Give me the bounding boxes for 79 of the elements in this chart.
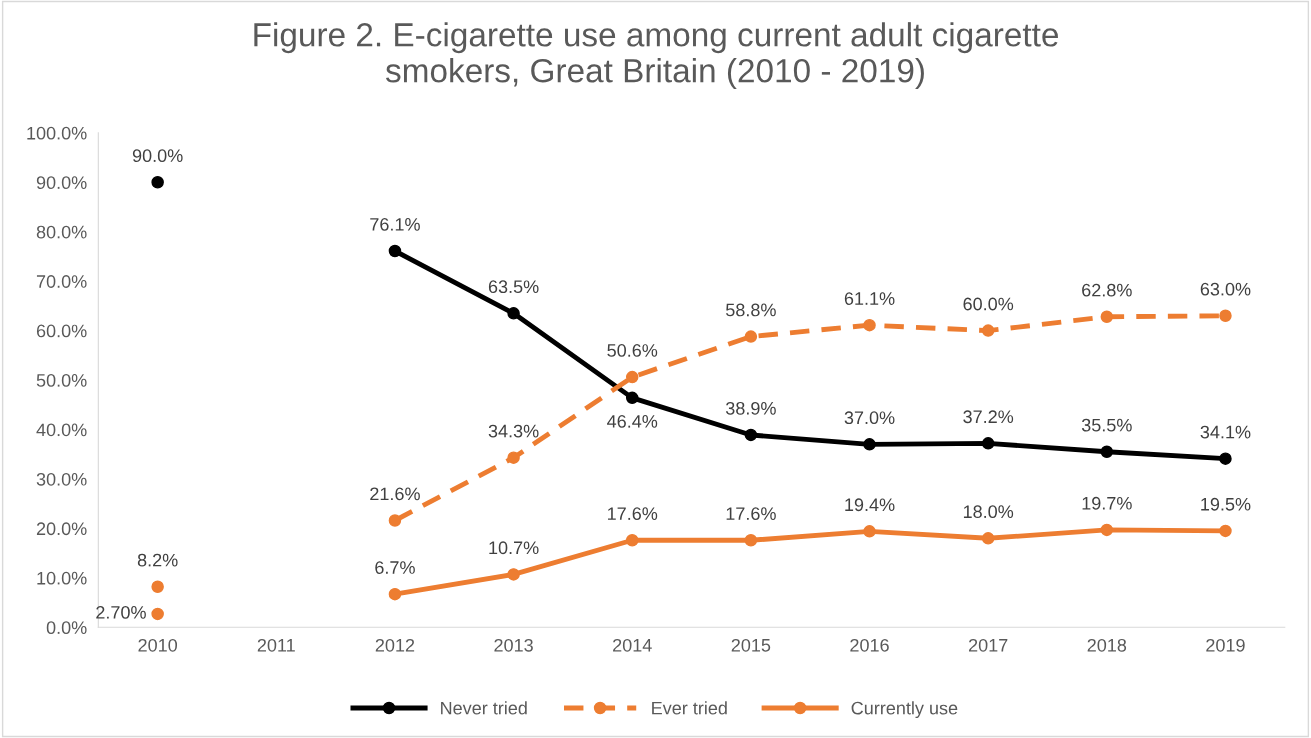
y-tick-label: 70.0%	[36, 275, 87, 288]
data-label: 35.5%	[1081, 418, 1132, 432]
point	[507, 451, 520, 464]
point	[625, 534, 639, 547]
data-label: 50.6%	[607, 344, 658, 357]
y-tick-label: 100.0%	[27, 126, 87, 140]
data-label: 17.6%	[726, 507, 776, 521]
data-label: 61.1%	[844, 292, 895, 305]
chart-title: Figure 2. E-cigarette use among current adult cigarette smokers, Great Britain (2010 - 2019)	[254, 22, 1058, 90]
x-tick-label: 2010	[138, 638, 178, 652]
point	[1100, 445, 1114, 459]
x-tick-label: 2018	[1087, 638, 1127, 652]
data-label: 46.4%	[607, 415, 658, 428]
x-tick-label: 2011	[257, 638, 295, 652]
point	[1100, 523, 1114, 537]
point	[507, 307, 520, 320]
x-tick-label: 2016	[850, 638, 889, 652]
y-tick-label: 80.0%	[36, 225, 87, 239]
y-tick-label: 30.0%	[36, 472, 87, 486]
point	[863, 318, 876, 332]
data-label: 19.4%	[845, 498, 895, 512]
data-label: 34.1%	[1200, 425, 1251, 439]
point	[151, 580, 164, 594]
data-label: 63.0%	[1200, 282, 1251, 296]
data-label: 34.3%	[488, 424, 539, 438]
point	[744, 534, 758, 547]
point	[388, 514, 402, 527]
y-tick-label: 40.0%	[36, 423, 87, 437]
point	[1219, 309, 1232, 323]
point	[507, 568, 520, 581]
point	[744, 330, 758, 343]
point	[981, 324, 995, 337]
data-label: 58.8%	[726, 303, 776, 317]
data-label: 37.0%	[844, 411, 895, 425]
data-label: 62.8%	[1082, 283, 1132, 297]
y-tick-label: 90.0%	[36, 176, 87, 190]
data-label: 90.0%	[132, 149, 183, 163]
data-label: 63.5%	[488, 280, 539, 294]
y-tick-label: 20.0%	[36, 522, 87, 536]
point	[1219, 524, 1232, 538]
y-tick-label: 50.0%	[36, 374, 87, 387]
point	[388, 244, 402, 258]
data-label: 17.6%	[608, 507, 658, 521]
point	[981, 532, 995, 545]
point	[1219, 452, 1232, 465]
point	[863, 438, 876, 451]
x-tick-label: 2013	[494, 638, 533, 652]
point	[388, 587, 402, 601]
data-label: 60.0%	[963, 297, 1014, 311]
point	[625, 370, 639, 384]
y-tick-label: 60.0%	[36, 324, 87, 338]
legend-label: Currently use	[851, 701, 958, 719]
data-label: 19.5%	[1201, 497, 1251, 511]
data-label: 19.7%	[1082, 496, 1132, 510]
data-label: 2.70%	[96, 606, 146, 619]
point	[625, 391, 639, 405]
x-tick-label: 2012	[375, 638, 415, 652]
data-label: 21.6%	[370, 487, 420, 501]
y-tick-label: 0.0%	[46, 621, 87, 635]
point	[863, 525, 876, 538]
data-label: 37.2%	[963, 410, 1014, 424]
x-tick-label: 2019	[1206, 638, 1245, 652]
point	[151, 607, 164, 621]
point	[744, 428, 758, 442]
x-tick-label: 2015	[731, 638, 771, 652]
point	[1100, 310, 1114, 324]
data-label: 38.9%	[725, 401, 776, 415]
data-label: 10.7%	[489, 541, 539, 555]
point	[151, 176, 164, 189]
legend-label: Never tried	[441, 701, 527, 715]
data-label: 6.7%	[375, 561, 415, 574]
data-label: 8.2%	[137, 553, 178, 567]
x-tick-label: 2014	[613, 638, 652, 652]
x-tick-label: 2017	[968, 638, 1008, 652]
data-label: 76.1%	[370, 217, 420, 231]
data-label: 18.0%	[963, 505, 1014, 519]
y-tick-label: 10.0%	[37, 571, 87, 585]
point	[981, 437, 995, 450]
legend-label: Ever tried	[652, 701, 727, 715]
